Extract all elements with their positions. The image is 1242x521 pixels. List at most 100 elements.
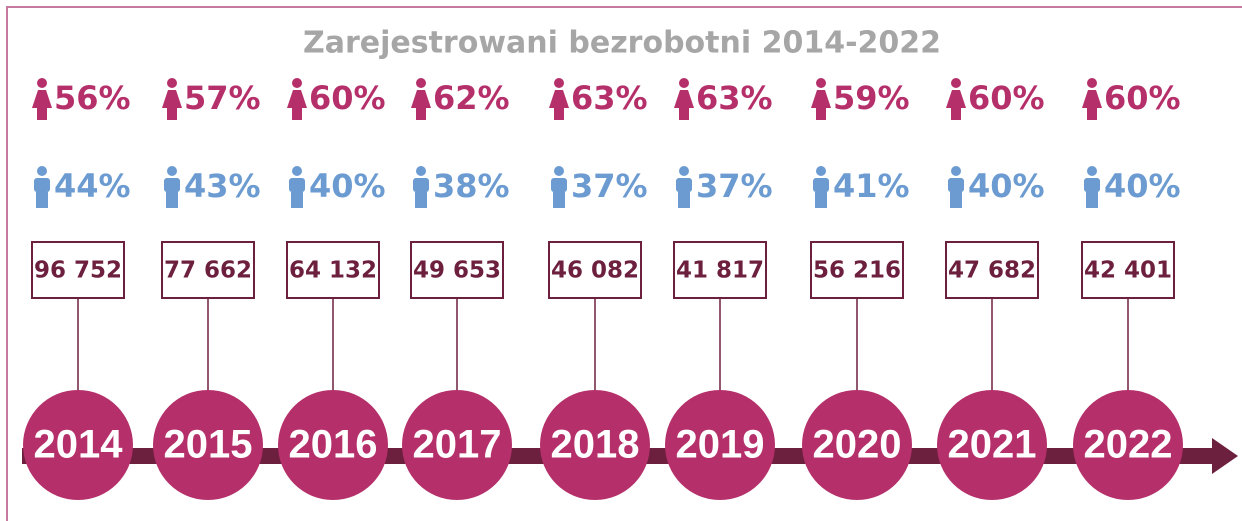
male-icon-head xyxy=(1087,166,1097,176)
female-icon-head xyxy=(167,78,177,88)
year-circle xyxy=(802,390,912,500)
male-icon-head xyxy=(951,166,961,176)
male-icon-legs xyxy=(1086,192,1098,208)
year-circle xyxy=(23,390,133,500)
male-icon-legs xyxy=(815,192,827,208)
female-share: 60% xyxy=(968,79,1045,117)
male-icon-head xyxy=(679,166,689,176)
male-icon-head xyxy=(554,166,564,176)
female-icon-legs xyxy=(554,108,564,120)
male-icon-body xyxy=(1084,178,1100,192)
male-share: 37% xyxy=(696,167,773,205)
year: 2019 xyxy=(676,423,765,467)
female-icon-legs xyxy=(292,108,302,120)
female-share: 62% xyxy=(433,79,510,117)
male-icon-body xyxy=(813,178,829,192)
male-icon-body xyxy=(948,178,964,192)
count: 56 216 xyxy=(813,258,901,284)
count: 41 817 xyxy=(676,258,764,284)
male-share: 37% xyxy=(571,167,648,205)
male-icon-legs xyxy=(678,192,690,208)
female-icon-head xyxy=(1087,78,1097,88)
female-share: 57% xyxy=(184,79,261,117)
frame xyxy=(6,6,1242,521)
year-circle xyxy=(402,390,512,500)
female-icon-head xyxy=(37,78,47,88)
female-icon-legs xyxy=(679,108,689,120)
female-icon-legs xyxy=(951,108,961,120)
female-icon-body xyxy=(946,90,966,108)
female-icon-body xyxy=(32,90,52,108)
male-icon-body xyxy=(289,178,305,192)
female-share: 63% xyxy=(571,79,648,117)
female-icon-legs xyxy=(1087,108,1097,120)
female-icon-head xyxy=(292,78,302,88)
female-share: 60% xyxy=(1104,79,1181,117)
female-icon-legs xyxy=(37,108,47,120)
male-share: 41% xyxy=(833,167,910,205)
count-box xyxy=(161,241,255,299)
female-icon-body xyxy=(162,90,182,108)
count-box xyxy=(410,241,504,299)
year: 2017 xyxy=(413,423,502,467)
year-circle xyxy=(540,390,650,500)
female-icon-legs xyxy=(167,108,177,120)
female-icon-head xyxy=(416,78,426,88)
title: Zarejestrowani bezrobotni 2014-2022 xyxy=(303,26,941,61)
count-box xyxy=(945,241,1039,299)
count-box xyxy=(673,241,767,299)
female-share: 56% xyxy=(54,79,131,117)
count-box xyxy=(810,241,904,299)
male-icon-body xyxy=(34,178,50,192)
male-icon-body xyxy=(164,178,180,192)
female-icon-body xyxy=(287,90,307,108)
female-icon-body xyxy=(411,90,431,108)
female-share: 63% xyxy=(696,79,773,117)
year: 2015 xyxy=(164,423,253,467)
year: 2021 xyxy=(948,423,1037,467)
male-icon-body xyxy=(551,178,567,192)
count-box xyxy=(31,241,125,299)
year: 2020 xyxy=(813,423,902,467)
male-icon-legs xyxy=(553,192,565,208)
male-share: 44% xyxy=(54,167,131,205)
male-icon-legs xyxy=(291,192,303,208)
male-share: 43% xyxy=(184,167,261,205)
male-icon-head xyxy=(816,166,826,176)
female-icon-legs xyxy=(416,108,426,120)
male-share: 40% xyxy=(309,167,386,205)
male-icon-legs xyxy=(36,192,48,208)
count: 47 682 xyxy=(948,258,1036,284)
year: 2022 xyxy=(1084,423,1173,467)
male-icon-legs xyxy=(166,192,178,208)
year-circle xyxy=(278,390,388,500)
male-share: 38% xyxy=(433,167,510,205)
count-box xyxy=(1081,241,1175,299)
count: 64 132 xyxy=(289,258,377,284)
count: 49 653 xyxy=(413,258,501,284)
female-icon-head xyxy=(951,78,961,88)
year-circle xyxy=(1073,390,1183,500)
year-circle xyxy=(937,390,1047,500)
count-box xyxy=(286,241,380,299)
timeline-arrowhead xyxy=(1212,438,1238,474)
male-icon-body xyxy=(676,178,692,192)
count: 96 752 xyxy=(34,258,122,284)
male-icon-body xyxy=(413,178,429,192)
female-icon-head xyxy=(816,78,826,88)
female-share: 59% xyxy=(833,79,910,117)
female-icon-head xyxy=(679,78,689,88)
female-share: 60% xyxy=(309,79,386,117)
male-icon-head xyxy=(37,166,47,176)
female-icon-body xyxy=(1082,90,1102,108)
year: 2018 xyxy=(551,423,640,467)
male-icon-head xyxy=(416,166,426,176)
female-icon-legs xyxy=(816,108,826,120)
male-icon-legs xyxy=(950,192,962,208)
count-box xyxy=(548,241,642,299)
count: 46 082 xyxy=(551,258,639,284)
female-icon-body xyxy=(674,90,694,108)
male-share: 40% xyxy=(1104,167,1181,205)
male-icon-head xyxy=(167,166,177,176)
